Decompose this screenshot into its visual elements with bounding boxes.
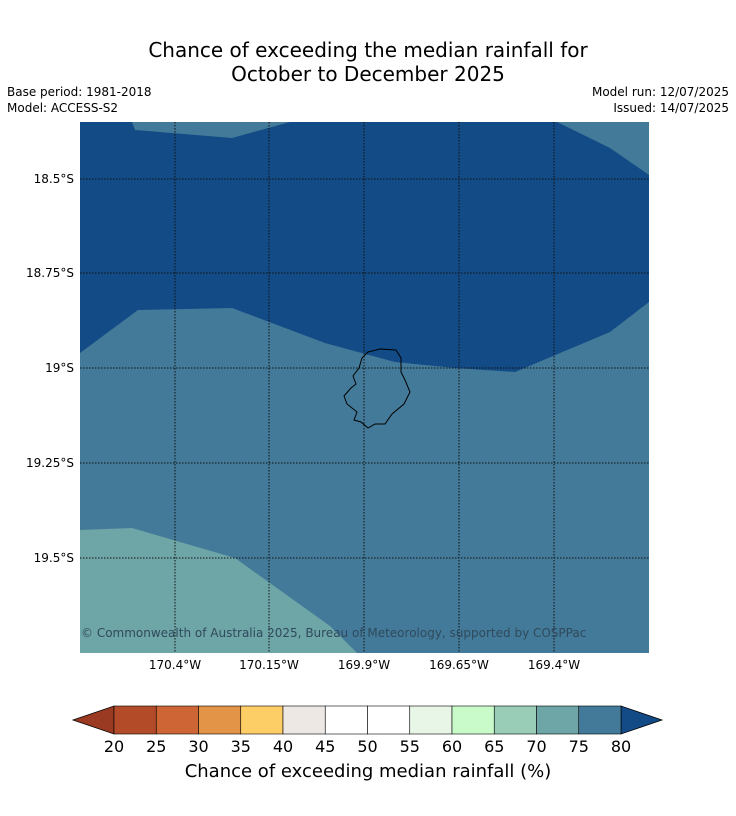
colorbar-cell: [282, 705, 326, 735]
longitude-labels: 170.4°W 170.15°W 169.9°W 169.65°W 169.4°…: [149, 658, 580, 672]
colorbar-cell: [493, 705, 537, 735]
colorbar-tick-label: 65: [484, 737, 504, 756]
lat-label: 19.5°S: [34, 551, 74, 565]
lat-label: 18.5°S: [34, 172, 74, 186]
colorbar-cell: [113, 705, 157, 735]
longitude-gridlines: [174, 122, 555, 653]
zone-75-80-top-right: [557, 122, 649, 175]
meta-left: Base period: 1981-2018 Model: ACCESS-S2: [7, 84, 152, 116]
colorbar-tick-label: 75: [569, 737, 589, 756]
colorbar-tick-label: 20: [104, 737, 124, 756]
colorbar-tick-label: 25: [146, 737, 166, 756]
lon-label: 170.4°W: [149, 658, 201, 672]
colorbar-tick-label: 70: [526, 737, 546, 756]
base-period: Base period: 1981-2018: [7, 85, 152, 99]
map-panel: © Commonwealth of Australia 2025, Bureau…: [80, 122, 649, 653]
colorbar-cell: [198, 705, 242, 735]
lon-label: 169.65°W: [429, 658, 489, 672]
colorbar-tick-label: 60: [442, 737, 462, 756]
colorbar-tick-label: 50: [357, 737, 377, 756]
title-line-2: October to December 2025: [231, 62, 505, 86]
zone-70-75: [80, 528, 357, 653]
colorbar-cell: [536, 705, 580, 735]
colorbar-tick-label: 40: [273, 737, 293, 756]
zone-75-80-top-left: [132, 122, 290, 138]
colorbar-cells: [113, 705, 622, 735]
colorbar-tick-label: 80: [611, 737, 631, 756]
colorbar-cell: [409, 705, 453, 735]
colorbar-cell: [367, 705, 411, 735]
colorbar-cell: [155, 705, 199, 735]
lat-label: 18.75°S: [26, 266, 74, 280]
colorbar-tick-label: 45: [315, 737, 335, 756]
lat-label: 19°S: [45, 361, 74, 375]
colorbar-tick-label: 30: [188, 737, 208, 756]
island-coastline: [343, 348, 411, 429]
colorbar-tick-label: 35: [231, 737, 251, 756]
colorbar-cell: [578, 705, 622, 735]
lat-label: 19.25°S: [26, 456, 74, 470]
colorbar-cell: [240, 705, 284, 735]
colorbar: 20 25 30 35 40 45 50 55 60 65 70 75 80: [71, 705, 664, 756]
colorbar-under-arrow: [71, 705, 115, 735]
model-name: Model: ACCESS-S2: [7, 101, 119, 115]
colorbar-cell: [451, 705, 495, 735]
colorbar-cell: [324, 705, 368, 735]
lon-label: 170.15°W: [239, 658, 299, 672]
colorbar-label: Chance of exceeding median rainfall (%): [184, 761, 552, 782]
lon-label: 169.4°W: [528, 658, 580, 672]
model-run: Model run: 12/07/2025: [591, 85, 729, 99]
meta-right: Model run: 12/07/2025 Issued: 14/07/2025: [592, 84, 729, 116]
colorbar-tick-labels: 20 25 30 35 40 45 50 55 60 65 70 75 80: [104, 737, 631, 756]
issued-date: Issued: 14/07/2025: [613, 101, 729, 115]
zone-75-80-bottom-right: [638, 645, 649, 653]
copyright-text: © Commonwealth of Australia 2025, Bureau…: [81, 626, 586, 640]
title-line-1: Chance of exceeding the median rainfall …: [148, 38, 588, 62]
map-title: Chance of exceeding the median rainfall …: [0, 38, 736, 86]
lon-label: 169.9°W: [338, 658, 390, 672]
colorbar-over-arrow: [620, 705, 664, 735]
colorbar-tick-label: 55: [400, 737, 420, 756]
latitude-labels: 18.5°S 18.75°S 19°S 19.25°S 19.5°S: [26, 172, 74, 565]
